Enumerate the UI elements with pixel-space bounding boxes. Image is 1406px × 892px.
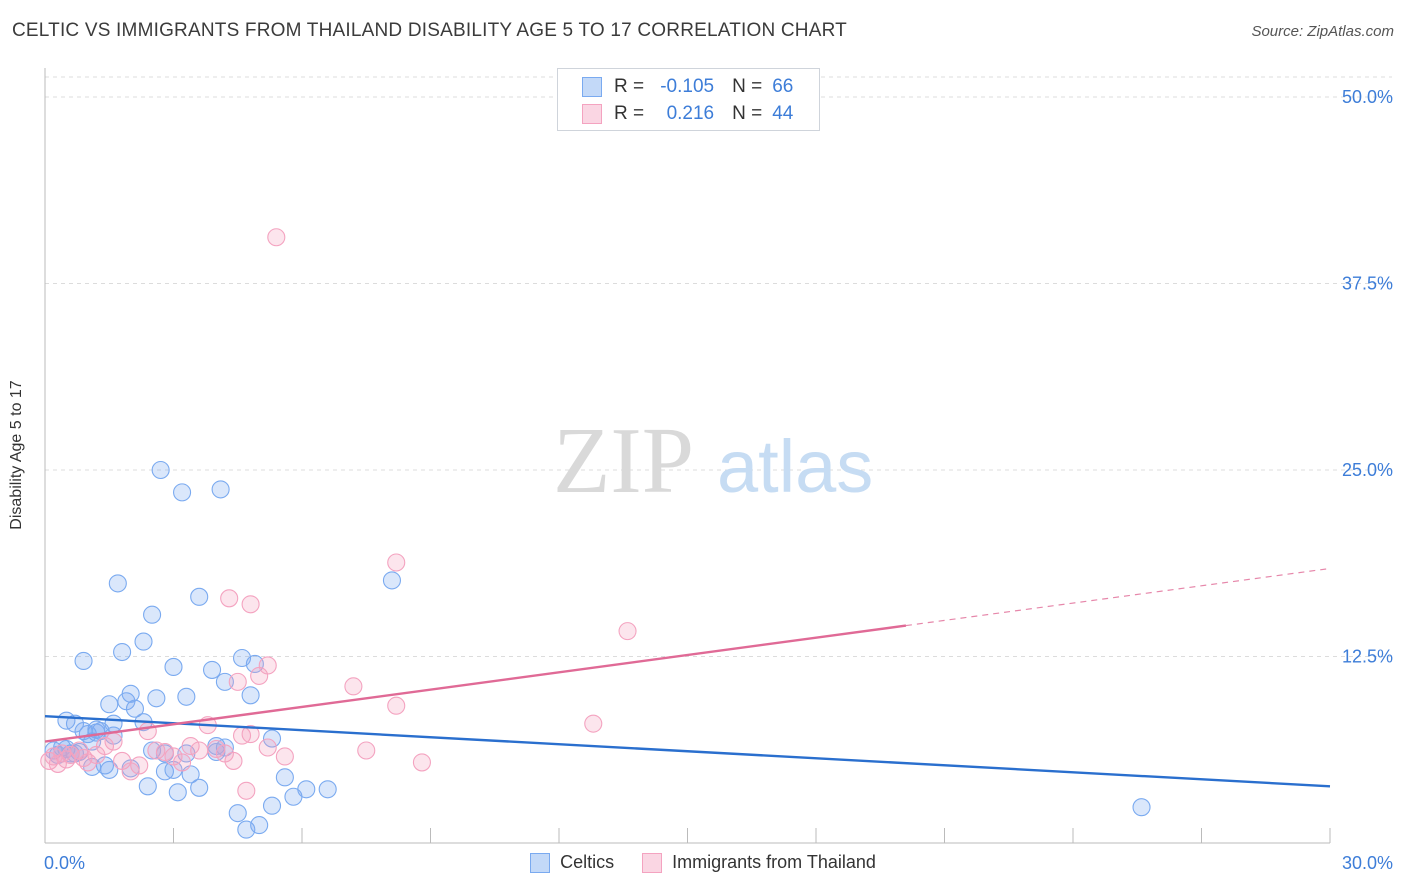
celtics-point xyxy=(190,778,209,797)
thailand-point xyxy=(344,677,363,696)
y-tick-label: 50.0% xyxy=(1342,87,1393,107)
thailand-point xyxy=(173,753,192,772)
series-legend: Celtics Immigrants from Thailand xyxy=(0,852,1406,873)
celtics-point xyxy=(177,687,196,706)
celtics-point xyxy=(203,660,222,679)
thailand-point xyxy=(584,714,603,733)
thailand-point xyxy=(618,622,637,641)
thailand-point xyxy=(95,736,115,756)
thailand-point xyxy=(155,742,174,762)
celtics-point xyxy=(190,587,209,606)
celtics-point xyxy=(113,642,132,662)
y-tick-label: 25.0% xyxy=(1342,460,1393,480)
n-value: 66 xyxy=(772,76,794,97)
thailand-point xyxy=(241,595,260,614)
thailand-point xyxy=(258,738,277,757)
legend-item-celtics[interactable]: Celtics xyxy=(530,852,614,873)
thailand-point xyxy=(181,736,200,756)
celtics-point xyxy=(318,780,337,799)
celtics-point xyxy=(241,686,260,705)
celtics-trend-line xyxy=(44,714,1331,788)
thailand-point xyxy=(220,589,239,608)
celtics-point xyxy=(173,483,192,502)
correlation-row-thailand: R = 0.216 N = 44 xyxy=(582,101,793,127)
legend-label-thailand: Immigrants from Thailand xyxy=(672,852,876,872)
thailand-point xyxy=(48,754,67,773)
r-label: R = xyxy=(614,76,645,97)
celtics-point xyxy=(74,651,93,671)
thailand-trend-line xyxy=(44,624,907,743)
thailand-point xyxy=(387,696,406,715)
y-tick-label: 37.5% xyxy=(1342,274,1393,294)
legend-label-celtics: Celtics xyxy=(560,852,615,872)
thailand-point xyxy=(241,725,260,744)
thailand-point xyxy=(104,732,123,751)
celtics-point xyxy=(215,672,234,691)
thailand-point xyxy=(237,781,256,800)
celtics-point xyxy=(138,777,157,796)
n-label: N = xyxy=(732,103,763,124)
thailand-legend-swatch xyxy=(642,852,663,873)
thailand-point xyxy=(190,741,209,760)
axes xyxy=(44,68,1331,844)
data-points xyxy=(40,228,1151,839)
celtics-point xyxy=(168,783,187,802)
n-value: 44 xyxy=(772,103,794,124)
n-label: N = xyxy=(732,76,763,97)
celtics-point xyxy=(100,695,119,714)
celtics-legend-swatch xyxy=(530,852,551,873)
legend-item-thailand[interactable]: Immigrants from Thailand xyxy=(642,852,876,873)
watermark-zip: ZIP xyxy=(553,409,694,513)
x-tick-label: 30.0% xyxy=(1342,853,1393,873)
celtics-point xyxy=(382,571,402,590)
celtics-point xyxy=(211,480,230,499)
r-value: -0.105 xyxy=(660,76,715,97)
thailand-trend-line-extension xyxy=(905,567,1331,627)
celtics-swatch xyxy=(582,77,602,97)
correlation-legend: R = -0.105 N = 66 R = 0.216 N = 44 xyxy=(557,68,820,131)
thailand-point xyxy=(207,739,226,759)
y-tick-label: 12.5% xyxy=(1342,647,1393,667)
x-tick-label: 0.0% xyxy=(44,853,85,873)
celtics-point xyxy=(121,684,140,703)
source-label: Source: ZipAtlas.com xyxy=(1251,23,1394,40)
thailand-point xyxy=(258,656,277,675)
tick-labels: 12.5% 25.0% 37.5% 50.0% 0.0% 30.0% xyxy=(44,87,1393,873)
celtics-point xyxy=(262,729,282,748)
thailand-point xyxy=(267,228,286,247)
thailand-point xyxy=(224,751,243,770)
watermark: ZIP atlas xyxy=(553,409,873,513)
celtics-point xyxy=(275,768,294,787)
gridlines xyxy=(45,76,1392,657)
celtics-point xyxy=(143,605,162,624)
correlation-row-celtics: R = -0.105 N = 66 xyxy=(582,74,793,100)
thailand-point xyxy=(387,553,406,572)
celtics-point xyxy=(147,689,166,708)
celtics-point xyxy=(164,657,183,676)
thailand-point xyxy=(357,741,376,760)
r-label: R = xyxy=(614,103,645,124)
celtics-point xyxy=(151,460,170,480)
r-value: 0.216 xyxy=(666,103,715,124)
thailand-point xyxy=(412,753,431,772)
trend-lines xyxy=(44,567,1331,788)
celtics-point xyxy=(262,796,282,815)
celtics-point xyxy=(250,816,269,835)
thailand-point xyxy=(228,672,247,691)
thailand-swatch xyxy=(582,104,602,124)
celtics-point xyxy=(125,699,144,718)
thailand-point xyxy=(130,756,149,775)
thailand-point xyxy=(138,722,157,741)
celtics-point xyxy=(134,632,153,651)
celtics-point xyxy=(297,780,316,799)
celtics-point xyxy=(228,804,247,823)
thailand-point xyxy=(275,747,294,766)
chart-title: CELTIC VS IMMIGRANTS FROM THAILAND DISAB… xyxy=(12,20,847,41)
celtics-point xyxy=(1132,798,1151,817)
watermark-atlas: atlas xyxy=(717,425,873,508)
celtics-point xyxy=(108,574,127,593)
